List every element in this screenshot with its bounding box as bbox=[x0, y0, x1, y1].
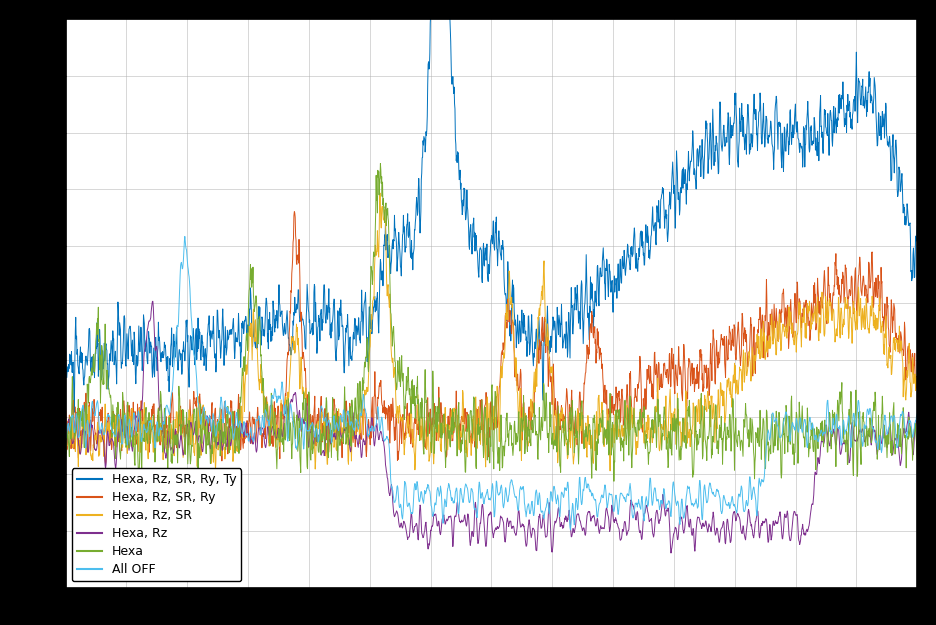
Hexa, Rz, SR, Ry bbox=[475, 398, 486, 406]
Hexa, Rz bbox=[731, 511, 742, 519]
Hexa, Rz, SR, Ry bbox=[288, 208, 300, 216]
Hexa, Rz, SR bbox=[912, 385, 923, 392]
Hexa bbox=[103, 386, 114, 393]
Hexa, Rz, SR, Ry bbox=[912, 387, 923, 394]
Hexa, Rz, SR, Ry, Ty bbox=[888, 152, 899, 159]
Hexa, Rz, SR bbox=[475, 437, 486, 444]
Hexa bbox=[452, 434, 463, 441]
Hexa, Rz, SR, Ry, Ty bbox=[68, 409, 80, 416]
Hexa bbox=[912, 455, 923, 462]
Legend: Hexa, Rz, SR, Ry, Ty, Hexa, Rz, SR, Ry, Hexa, Rz, SR, Hexa, Rz, Hexa, All OFF: Hexa, Rz, SR, Ry, Ty, Hexa, Rz, SR, Ry, … bbox=[72, 468, 241, 581]
Line: All OFF: All OFF bbox=[66, 236, 917, 530]
Hexa, Rz, SR, Ry bbox=[888, 316, 899, 324]
Hexa, Rz bbox=[452, 498, 463, 506]
Hexa, Rz, SR, Ry, Ty bbox=[452, 149, 463, 157]
Hexa, Rz bbox=[888, 444, 899, 452]
Hexa bbox=[374, 160, 386, 168]
Hexa, Rz bbox=[475, 519, 486, 527]
Hexa, Rz, SR, Ry bbox=[731, 336, 742, 343]
Hexa, Rz bbox=[887, 449, 899, 456]
Line: Hexa, Rz: Hexa, Rz bbox=[66, 301, 917, 553]
Hexa, Rz bbox=[147, 298, 158, 305]
Hexa, Rz, SR, Ry, Ty bbox=[912, 222, 923, 230]
Hexa, Rz, SR, Ry bbox=[887, 313, 899, 321]
Hexa, Rz, SR bbox=[452, 418, 463, 425]
Hexa, Rz, SR, Ry, Ty bbox=[731, 143, 742, 151]
Hexa, Rz, SR bbox=[888, 334, 899, 342]
Line: Hexa, Rz, SR: Hexa, Rz, SR bbox=[66, 193, 917, 471]
All OFF bbox=[912, 409, 923, 417]
Hexa bbox=[475, 423, 486, 431]
All OFF bbox=[564, 526, 576, 534]
All OFF bbox=[60, 431, 71, 439]
Hexa, Rz, SR, Ry, Ty bbox=[475, 244, 486, 251]
All OFF bbox=[452, 499, 463, 506]
Hexa, Rz bbox=[60, 442, 71, 450]
Hexa, Rz bbox=[665, 549, 677, 557]
Hexa, Rz, SR, Ry, Ty bbox=[104, 355, 115, 362]
Hexa, Rz, SR, Ry bbox=[452, 421, 463, 429]
All OFF bbox=[731, 508, 742, 515]
All OFF bbox=[103, 412, 114, 419]
Hexa bbox=[608, 478, 620, 485]
All OFF bbox=[179, 232, 190, 240]
All OFF bbox=[887, 416, 899, 424]
Hexa, Rz, SR bbox=[887, 343, 899, 351]
Hexa, Rz, SR bbox=[374, 189, 386, 197]
Hexa bbox=[888, 404, 899, 411]
Hexa, Rz, SR, Ry bbox=[104, 424, 115, 432]
Hexa bbox=[887, 409, 899, 416]
Hexa, Rz, SR bbox=[60, 438, 71, 445]
Hexa bbox=[60, 459, 71, 467]
Line: Hexa, Rz, SR, Ry, Ty: Hexa, Rz, SR, Ry, Ty bbox=[66, 0, 917, 412]
Hexa, Rz bbox=[912, 417, 923, 424]
Line: Hexa, Rz, SR, Ry: Hexa, Rz, SR, Ry bbox=[66, 212, 917, 464]
Hexa, Rz, SR, Ry, Ty bbox=[887, 131, 899, 138]
All OFF bbox=[888, 413, 899, 421]
Hexa, Rz, SR bbox=[605, 467, 616, 474]
Hexa, Rz, SR, Ry, Ty bbox=[60, 333, 71, 341]
All OFF bbox=[475, 487, 486, 494]
Hexa bbox=[731, 439, 742, 447]
Hexa, Rz, SR bbox=[731, 376, 742, 384]
Hexa, Rz, SR bbox=[103, 428, 114, 436]
Hexa, Rz bbox=[103, 442, 114, 449]
Hexa, Rz, SR, Ry bbox=[100, 461, 111, 468]
Line: Hexa: Hexa bbox=[66, 164, 917, 481]
Hexa, Rz, SR, Ry bbox=[60, 405, 71, 412]
